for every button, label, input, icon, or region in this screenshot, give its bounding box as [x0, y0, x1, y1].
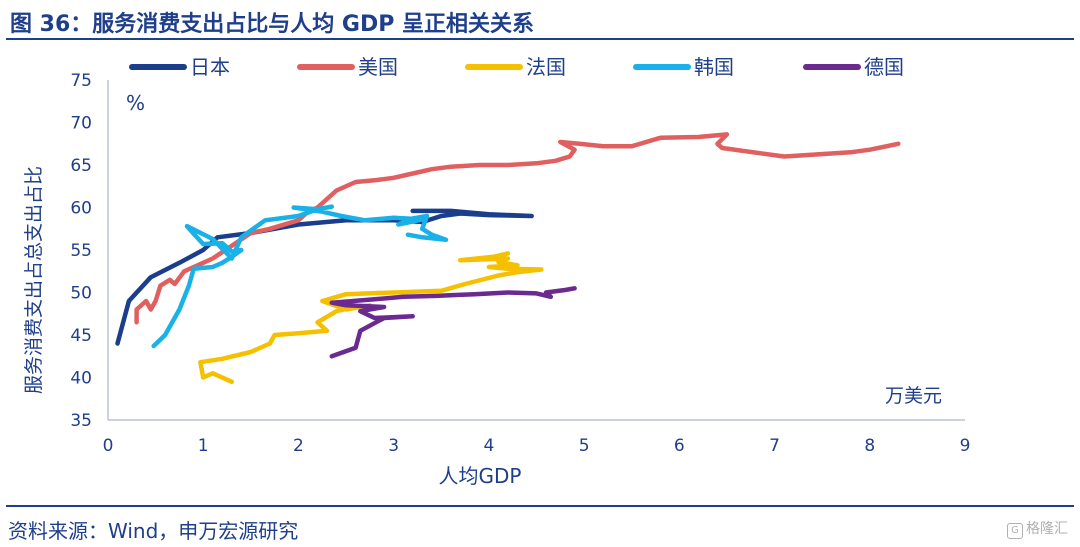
legend-label-1: 美国	[358, 55, 398, 79]
y-tick-label: 65	[70, 156, 92, 176]
y-tick-label: 75	[70, 71, 92, 91]
source-note: 资料来源：Wind，申万宏源研究	[8, 519, 299, 543]
x-axis-title: 人均GDP	[439, 464, 522, 488]
series-group	[115, 132, 901, 385]
y-tick-label: 40	[70, 369, 92, 389]
y-tick-labels: 35 40 45 50 55 60 65 70 75	[70, 71, 92, 431]
axes	[107, 80, 965, 421]
legend-label-0: 日本	[190, 55, 230, 79]
y-tick-label: 55	[70, 241, 92, 261]
y-tick-label: 70	[70, 114, 92, 134]
x-tick-label: 3	[388, 436, 399, 456]
y-tick-label: 45	[70, 326, 92, 346]
x-tick-label: 1	[198, 436, 209, 456]
x-tick-label: 4	[483, 436, 494, 456]
x-tick-label: 9	[960, 436, 971, 456]
series-line-4	[329, 286, 577, 359]
legend: 日本 美国 法国 韩国 德国	[129, 55, 904, 79]
x-tick-label: 5	[579, 436, 590, 456]
y-tick-label: 50	[70, 284, 92, 304]
x-tick-labels: 0 1 2 3 4 5 6 7 8 9	[103, 436, 971, 456]
legend-label-2: 法国	[526, 55, 566, 79]
x-tick-label: 6	[674, 436, 685, 456]
x-tick-label: 7	[769, 436, 780, 456]
watermark-text: 格隆汇	[1026, 521, 1068, 537]
x-tick-label: 8	[864, 436, 875, 456]
y-tick-label: 35	[70, 411, 92, 431]
footer-rule	[6, 505, 1074, 507]
y-tick-label: 60	[70, 199, 92, 219]
page-title: 图 36：服务消费支出占比与人均 GDP 呈正相关关系	[10, 12, 535, 37]
legend-label-3: 韩国	[694, 55, 734, 79]
series-line-1	[134, 132, 901, 325]
x-unit-label: 万美元	[885, 385, 942, 407]
watermark-icon: G	[1007, 523, 1023, 539]
y-unit-label: %	[126, 91, 145, 115]
y-axis-title: 服务消费支出占总支出占比	[23, 166, 45, 394]
series-line-3	[151, 204, 449, 349]
title-rule	[6, 38, 1074, 40]
x-tick-label: 2	[293, 436, 304, 456]
watermark: G 格隆汇	[1007, 518, 1068, 539]
series-line-2	[198, 251, 544, 385]
x-tick-label: 0	[103, 436, 114, 456]
legend-label-4: 德国	[864, 55, 904, 79]
